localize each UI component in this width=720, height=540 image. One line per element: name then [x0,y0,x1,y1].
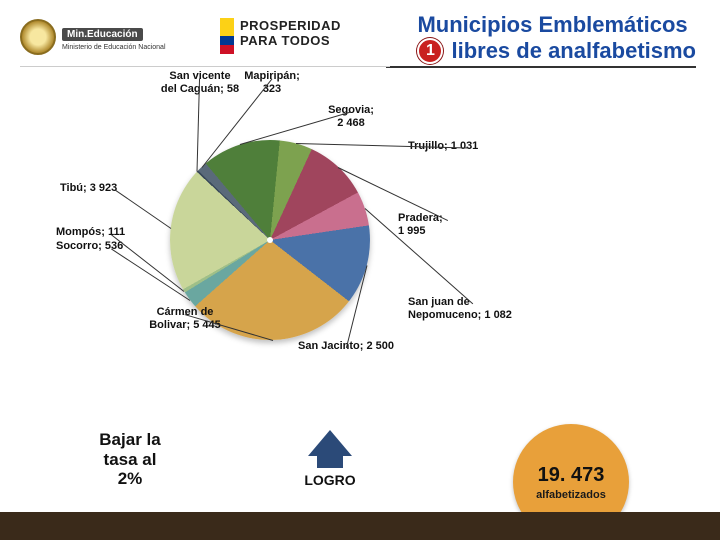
arrow-up-icon [308,430,352,456]
title-line-2: 1 libres de analfabetismo [417,38,696,64]
pie-slice-label: Segovia;2 468 [296,104,406,129]
pie-center [267,237,273,243]
leader-line [115,190,171,229]
slide-title: Municipios Emblemáticos 1 libres de anal… [417,12,696,64]
pie-slice-label: Pradera;1 995 [398,212,498,237]
title-underline [386,66,696,68]
title-line-1: Municipios Emblemáticos [417,12,696,38]
ministry-logo: Min.Educación Ministerio de Educación Na… [20,16,200,58]
totals-number: 19. 473 [538,464,605,487]
bottom-row: Bajar la tasa al 2% LOGRO 19. 473 alfabe… [0,430,720,510]
pie-slice-label: San juan deNepomuceno; 1 082 [408,296,538,321]
goal-text: Bajar la tasa al 2% [70,430,190,489]
coat-of-arms-icon [20,19,56,55]
pie-slice-label: Mapiripán;323 [222,70,322,95]
goal-line3: 2% [70,469,190,489]
arrow-stem-icon [317,454,343,468]
header: Min.Educación Ministerio de Educación Na… [0,0,720,72]
pie-slice-label: Tibú; 3 923 [60,182,170,195]
title-line-2-text: libres de analfabetismo [451,38,696,64]
prosperidad-logo: PROSPERIDAD PARA TODOS [220,18,341,48]
colombia-flag-icon [220,18,234,54]
ministry-name: Min.Educación [62,28,143,41]
achievement-block: LOGRO [260,430,400,488]
pie-chart: Segovia;2 468Trujillo; 1 031Pradera;1 99… [90,110,450,410]
ministry-subtitle: Ministerio de Educación Nacional [62,44,166,51]
achievement-label: LOGRO [260,472,400,488]
footer-bar [0,512,720,540]
slide-page: Min.Educación Ministerio de Educación Na… [0,0,720,540]
pie-slice-label: Mompós; 111 [56,226,166,239]
totals-subtitle: alfabetizados [536,489,606,501]
ministry-logo-text: Min.Educación Ministerio de Educación Na… [62,24,166,51]
header-divider [20,66,390,67]
prosperidad-line1: PROSPERIDAD [240,18,341,33]
prosperidad-text: PROSPERIDAD PARA TODOS [240,18,341,48]
pie-slice-label: Socorro; 536 [56,240,166,253]
section-number-badge: 1 [417,38,443,64]
goal-line1: Bajar la [70,430,190,450]
prosperidad-line2: PARA TODOS [240,33,341,48]
goal-line2: tasa al [70,450,190,470]
